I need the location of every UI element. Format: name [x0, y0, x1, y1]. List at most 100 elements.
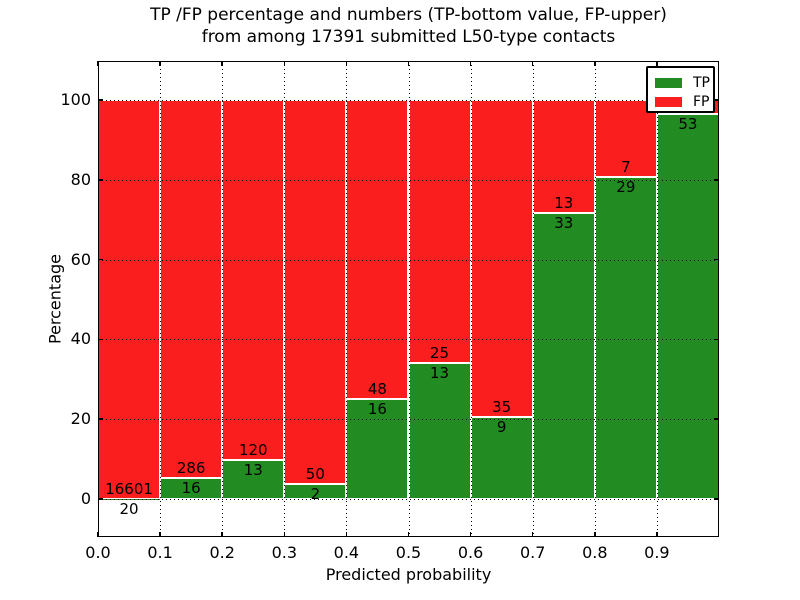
axis-tick — [98, 99, 103, 101]
axis-tick — [531, 61, 534, 66]
axis-tick — [221, 532, 223, 537]
v-gridline — [594, 61, 596, 537]
y-tick-label: 0 — [80, 489, 91, 508]
tp-count-label: 13 — [243, 460, 263, 479]
legend-item-fp: FP — [655, 92, 713, 111]
v-gridline — [408, 61, 410, 537]
axis-tick — [594, 532, 596, 537]
axis-tick — [283, 532, 286, 537]
axis-tick — [407, 61, 410, 66]
x-tick-label: 0.0 — [85, 543, 111, 562]
axis-tick — [469, 532, 472, 537]
fp-count-label: 25 — [430, 343, 450, 362]
tp-count-label: 16 — [367, 400, 387, 419]
bar-fp-segment — [470, 100, 533, 418]
bar-fp-segment — [408, 100, 471, 363]
v-gridline — [470, 61, 472, 537]
axis-tick — [407, 532, 410, 537]
tp-count-label: 53 — [678, 115, 698, 134]
x-tick-label: 0.2 — [209, 543, 235, 562]
axis-tick — [714, 99, 719, 101]
y-tick-label: 100 — [60, 90, 91, 109]
v-gridline — [284, 61, 286, 537]
axis-tick — [97, 532, 99, 537]
axis-tick — [221, 61, 223, 66]
axis-tick — [656, 61, 658, 66]
bar-tp-segment — [656, 114, 719, 499]
x-tick-label: 0.8 — [582, 543, 608, 562]
fp-count-label: 16601 — [105, 479, 153, 498]
x-tick-label: 0.1 — [147, 543, 173, 562]
fp-count-label: 7 — [621, 158, 631, 177]
bar-tp-segment — [594, 177, 657, 499]
tp-count-label: 20 — [119, 499, 139, 518]
axis-tick — [345, 532, 348, 537]
axis-tick — [159, 61, 161, 66]
axis-tick — [714, 498, 719, 500]
chart-title-line2: from among 17391 submitted L50-type cont… — [201, 27, 616, 47]
x-tick-label: 0.3 — [271, 543, 298, 562]
tp-count-label: 2 — [310, 484, 321, 503]
v-gridline — [532, 61, 534, 537]
tp-legend-label: TP — [693, 74, 710, 91]
axis-tick — [98, 258, 103, 261]
plot-area: TP FP 16601 20 286 16 120 13 50 2 48 16 25 13 35 9 13 3… — [60, 61, 719, 562]
v-gridline — [160, 61, 162, 537]
axis-tick — [98, 418, 103, 420]
fp-count-label: 286 — [176, 458, 206, 477]
fp-legend-label: FP — [693, 93, 710, 110]
x-tick-label: 0.4 — [333, 543, 360, 562]
axis-tick — [594, 61, 596, 66]
axis-tick — [97, 61, 99, 66]
legend-item-tp: TP — [655, 73, 713, 92]
fp-count-label: 35 — [492, 398, 512, 417]
bar-fp-segment — [346, 100, 409, 400]
x-tick-label: 0.6 — [457, 543, 484, 562]
tp-count-label: 33 — [554, 213, 574, 232]
fp-count-label: 13 — [554, 193, 574, 212]
tp-count-label: 13 — [430, 363, 450, 382]
x-tick-label: 0.9 — [644, 543, 670, 562]
tp-count-label: 29 — [616, 178, 636, 197]
bar-tp-segment — [346, 399, 409, 499]
bar-tp-segment — [532, 212, 595, 499]
axis-tick — [283, 61, 286, 66]
bar-fp-segment — [284, 100, 347, 484]
axis-tick — [469, 61, 472, 66]
bar-tp-segment — [408, 362, 471, 499]
axis-tick — [345, 61, 348, 66]
axis-tick — [714, 418, 719, 420]
axis-tick — [98, 498, 103, 500]
x-tick-label: 0.7 — [519, 543, 546, 562]
axis-tick — [159, 532, 161, 537]
tp-legend-swatch — [655, 77, 682, 88]
y-tick-label: 20 — [70, 409, 91, 429]
axis-tick — [656, 532, 658, 537]
fp-count-label: 48 — [367, 380, 387, 399]
tp-count-label: 16 — [181, 478, 201, 497]
v-gridline — [222, 61, 224, 537]
bar-fp-segment — [222, 100, 285, 460]
fp-count-label: 50 — [305, 464, 325, 483]
axis-tick — [98, 338, 103, 341]
chart-title-line1: TP /FP percentage and numbers (TP-bottom… — [150, 5, 667, 25]
axis-tick — [98, 179, 103, 181]
legend: TP FP — [646, 66, 715, 113]
bar-fp-segment — [160, 100, 223, 478]
axis-tick — [714, 338, 719, 341]
v-gridline — [656, 61, 658, 537]
y-tick-label: 60 — [70, 249, 91, 269]
y-tick-label: 80 — [70, 169, 91, 189]
bar-fp-segment — [98, 100, 161, 499]
axis-tick — [714, 258, 719, 261]
fp-legend-swatch — [655, 96, 682, 107]
fp-count-label: 120 — [238, 440, 268, 459]
chart-title: TP /FP percentage and numbers (TP-bottom… — [98, 4, 719, 48]
v-gridline — [346, 61, 348, 537]
tp-count-label: 9 — [496, 418, 507, 437]
bar-tp-segment — [470, 417, 533, 499]
bar-tp-segment — [222, 459, 285, 499]
x-axis-label: Predicted probability — [325, 565, 492, 584]
axis-tick — [531, 532, 534, 537]
